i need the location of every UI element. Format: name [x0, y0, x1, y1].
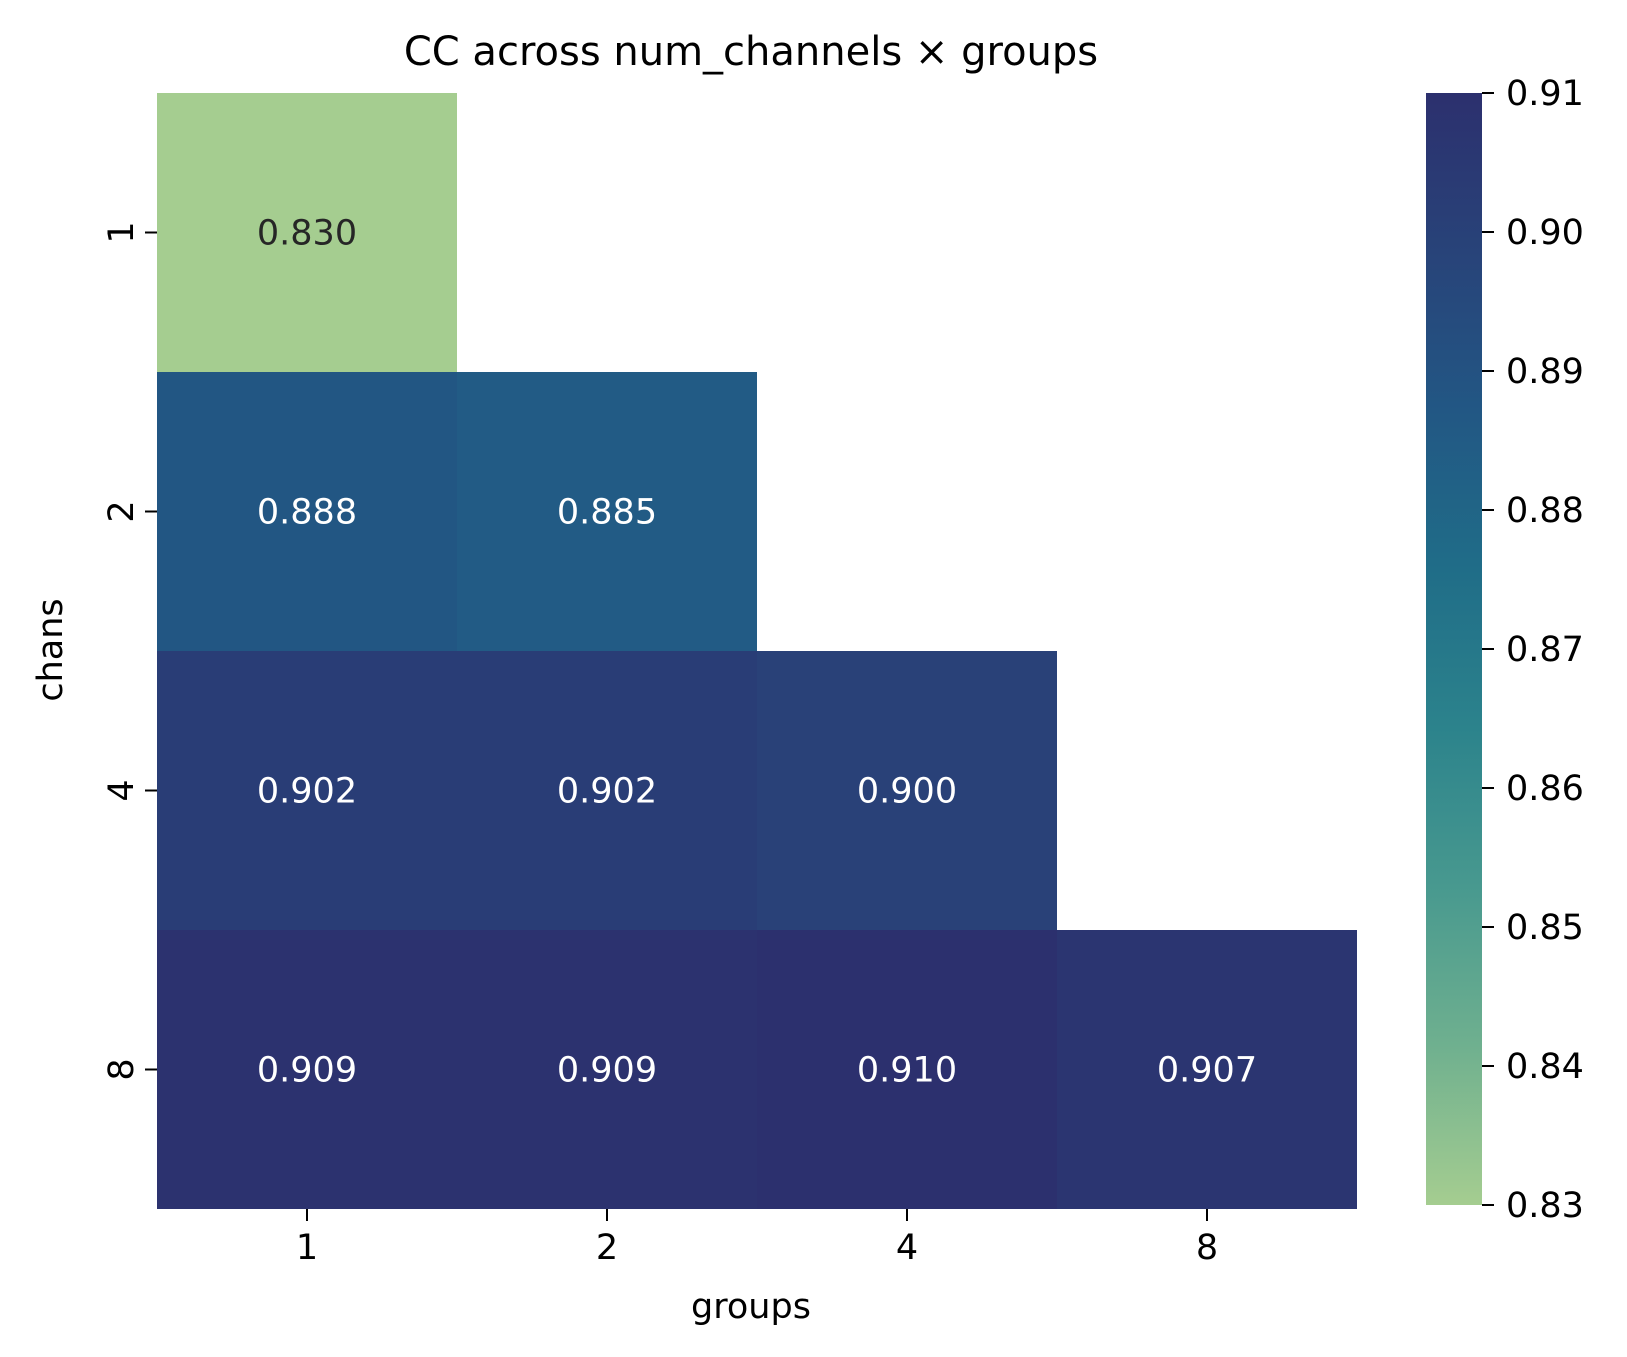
- x-tick-label: 4: [896, 1228, 918, 1268]
- colorbar-ticks: 0.83 0.84 0.85 0.86 0.87 0.88 0.89 0.90 0.91: [1482, 74, 1584, 1226]
- y-tick-label: 1: [102, 221, 142, 243]
- heatmap-cell: [757, 651, 1057, 930]
- cell-value-label: 0.888: [257, 493, 357, 533]
- cell-value-label: 0.900: [857, 772, 957, 812]
- colorbar-tick-label: 0.89: [1506, 352, 1584, 392]
- heatmap-cell: [457, 372, 757, 651]
- cell-value-label: 0.902: [257, 772, 357, 812]
- heatmap-cells: 0.830 0.888 0.885 0.902 0.902 0.900 0.909 0.909…: [157, 93, 1357, 1209]
- heatmap-cell: [157, 651, 457, 930]
- x-axis-label: groups: [691, 1287, 811, 1327]
- cell-value-label: 0.885: [557, 493, 657, 533]
- colorbar-gradient: [1426, 93, 1482, 1205]
- colorbar-tick-label: 0.86: [1506, 769, 1584, 809]
- colorbar-tick-label: 0.84: [1506, 1047, 1584, 1087]
- heatmap-cell: [157, 372, 457, 651]
- x-tick-label: 2: [596, 1228, 618, 1268]
- heatmap-cell: [757, 930, 1057, 1209]
- cell-value-label: 0.910: [857, 1051, 957, 1091]
- colorbar-tick-label: 0.87: [1506, 630, 1584, 670]
- heatmap-cell: [457, 651, 757, 930]
- x-axis: 1 2 4 8: [296, 1209, 1218, 1268]
- colorbar-tick-label: 0.91: [1506, 74, 1584, 114]
- cell-value-label: 0.907: [1157, 1051, 1257, 1091]
- colorbar-tick-label: 0.90: [1506, 213, 1584, 253]
- x-tick-label: 1: [296, 1228, 318, 1268]
- heatmap-cell: [1057, 930, 1357, 1209]
- colorbar-tick-label: 0.83: [1506, 1186, 1584, 1226]
- x-tick-label: 8: [1196, 1228, 1218, 1268]
- colorbar-tick-label: 0.85: [1506, 908, 1584, 948]
- cell-value-label: 0.909: [557, 1051, 657, 1091]
- y-tick-label: 8: [102, 1058, 142, 1080]
- colorbar: 0.83 0.84 0.85 0.86 0.87 0.88 0.89 0.90 0.91: [1426, 74, 1584, 1226]
- heatmap-cell: [157, 930, 457, 1209]
- cell-value-label: 0.830: [257, 214, 357, 254]
- colorbar-tick-label: 0.88: [1506, 491, 1584, 531]
- heatmap-cell: [457, 930, 757, 1209]
- heatmap-cell: [157, 93, 457, 372]
- y-axis: 1 2 4 8: [102, 221, 157, 1081]
- y-tick-label: 4: [102, 779, 142, 801]
- chart-title: CC across num_channels × groups: [404, 29, 1098, 75]
- cell-value-label: 0.909: [257, 1051, 357, 1091]
- cell-value-label: 0.902: [557, 772, 657, 812]
- y-tick-label: 2: [102, 500, 142, 522]
- y-axis-label: chans: [31, 598, 71, 701]
